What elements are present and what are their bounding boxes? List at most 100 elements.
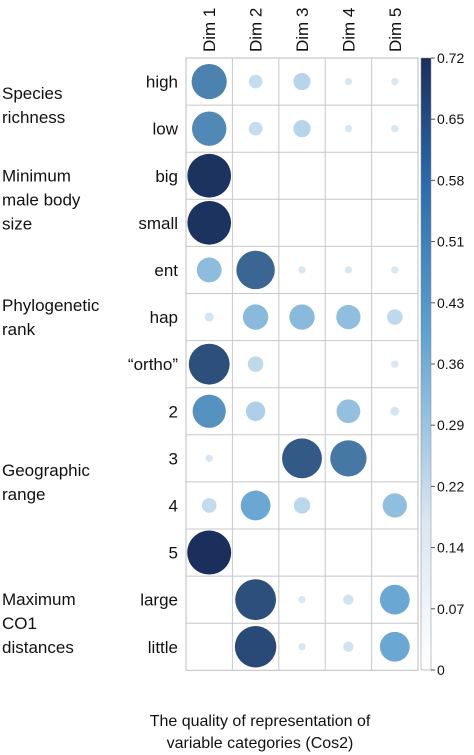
column-header-dim4: Dim 4 — [339, 8, 358, 52]
cell-circle-low-dim3 — [293, 120, 311, 138]
cell-circle-ent-dim5 — [391, 266, 399, 274]
cell-circle-ortho-dim1 — [188, 343, 230, 385]
colorbar: 0.72 0.65 0.58 0.51 0.43 0.36 0.29 0.22 0.14 0.07… — [420, 50, 464, 678]
group-label: Geographic range — [2, 461, 90, 504]
row-label: 3 — [169, 449, 178, 468]
group-label-line: range — [2, 485, 45, 504]
cell-circle-large-dim4 — [343, 594, 354, 605]
cell-circle-low-dim2 — [248, 121, 263, 136]
cell-circle-ortho-dim2 — [247, 356, 264, 372]
row-label: big — [155, 167, 178, 186]
group-label: Phylogenetic rank — [2, 296, 100, 339]
cell-circle-high-dim2 — [248, 74, 263, 89]
group-label-line: Species — [2, 84, 62, 103]
group-label-line: Maximum — [2, 590, 76, 609]
cell-circle-little-dim5 — [379, 631, 410, 662]
row-label: ent — [154, 261, 178, 280]
cell-circle-high-dim4 — [344, 77, 353, 86]
cell-circle-4-dim1 — [201, 498, 217, 513]
caption-line: The quality of representation of — [150, 713, 371, 730]
row-label: 4 — [169, 496, 178, 515]
group-label-line: Geographic — [2, 461, 90, 480]
colorbar-tick-label: 0.65 — [437, 111, 464, 127]
cell-circle-3-dim4 — [330, 440, 367, 477]
cell-circle-ortho-dim5 — [391, 360, 399, 368]
caption-line: variable categories (Cos2) — [167, 735, 354, 752]
cell-circle-low-dim1 — [192, 111, 227, 146]
colorbar-tick-label: 0.14 — [437, 540, 464, 556]
row-label: small — [138, 214, 178, 233]
colorbar-tick-label: 0.22 — [437, 478, 464, 494]
column-header-dim3: Dim 3 — [293, 8, 312, 52]
colorbar-tick-label: 0.43 — [437, 295, 464, 311]
group-label: Maximum CO1 distances — [2, 590, 76, 657]
column-header-dim5: Dim 5 — [386, 8, 405, 52]
colorbar-tick-label: 0.07 — [437, 601, 464, 617]
cell-circle-5-dim1 — [187, 530, 232, 575]
group-label-line: male body — [2, 190, 81, 209]
group-label-line: CO1 — [2, 614, 37, 633]
colorbar-tick-label: 0.51 — [437, 234, 464, 250]
group-label-line: rank — [2, 320, 36, 339]
group-label: Minimum male body size — [2, 166, 81, 233]
row-label: “ortho” — [128, 355, 178, 374]
group-label-line: Phylogenetic — [2, 296, 100, 315]
cell-circle-4-dim2 — [240, 490, 271, 521]
cell-circle-2-dim4 — [336, 399, 361, 424]
cell-circle-hap-dim3 — [289, 304, 315, 330]
caption: The quality of representation of variable… — [150, 713, 371, 752]
colorbar-gradient — [420, 57, 432, 671]
row-label: little — [148, 638, 178, 657]
cell-circle-4-dim5 — [382, 493, 407, 518]
cell-circle-large-dim2 — [235, 579, 277, 621]
cell-circle-4-dim3 — [293, 497, 311, 514]
cell-circle-2-dim2 — [245, 401, 266, 421]
cell-circle-ent-dim3 — [298, 266, 306, 274]
cell-circle-little-dim2 — [234, 626, 277, 668]
group-label-line: richness — [2, 108, 65, 127]
row-label: high — [146, 73, 178, 92]
cell-circle-2-dim1 — [192, 394, 226, 428]
cell-circle-hap-dim4 — [336, 304, 361, 330]
colorbar-tick-label: 0.29 — [437, 417, 464, 433]
row-label: low — [152, 120, 178, 139]
column-header-dim2: Dim 2 — [247, 8, 266, 52]
row-label: 2 — [169, 402, 178, 421]
cell-circle-hap-dim5 — [387, 309, 403, 325]
column-header-dim1: Dim 1 — [200, 8, 219, 52]
cell-circle-2-dim5 — [390, 406, 400, 416]
cell-circle-big-dim1 — [187, 153, 232, 198]
cell-circle-large-dim5 — [379, 584, 410, 615]
cell-circle-high-dim5 — [391, 77, 399, 86]
colorbar-tick-label: 0 — [437, 662, 445, 678]
grid — [185, 57, 419, 671]
cell-circle-3-dim1 — [205, 454, 213, 463]
cell-circle-ent-dim1 — [196, 257, 222, 283]
cell-circle-large-dim3 — [298, 595, 306, 604]
cell-circle-low-dim5 — [391, 124, 399, 133]
group-label-line: distances — [2, 638, 74, 657]
cell-circle-3-dim3 — [282, 438, 322, 479]
cell-circle-little-dim3 — [298, 643, 306, 651]
row-label: hap — [150, 308, 178, 327]
colorbar-tick-label: 0.58 — [437, 172, 464, 188]
axis-labels: Dim 1 Dim 2 Dim 3 Dim 4 Dim 5 high low big small… — [2, 8, 405, 658]
row-label: 5 — [169, 544, 178, 563]
grid-frame — [185, 57, 419, 671]
cell-circle-small-dim1 — [187, 201, 232, 245]
group-label: Species richness — [2, 84, 65, 127]
cell-circle-hap-dim2 — [242, 304, 269, 330]
circle-marks — [187, 63, 410, 668]
cell-circle-hap-dim1 — [204, 312, 214, 322]
colorbar-tick-label: 0.72 — [437, 50, 464, 66]
cell-circle-ent-dim4 — [344, 266, 353, 274]
cell-circle-high-dim1 — [191, 63, 227, 100]
row-label: large — [140, 591, 178, 610]
colorbar-tick-label: 0.36 — [437, 356, 464, 372]
group-label-line: Minimum — [2, 166, 71, 185]
group-label-line: size — [2, 214, 32, 233]
cell-circle-ent-dim2 — [236, 250, 275, 290]
cell-circle-low-dim4 — [344, 124, 353, 133]
cell-circle-high-dim3 — [293, 72, 311, 91]
